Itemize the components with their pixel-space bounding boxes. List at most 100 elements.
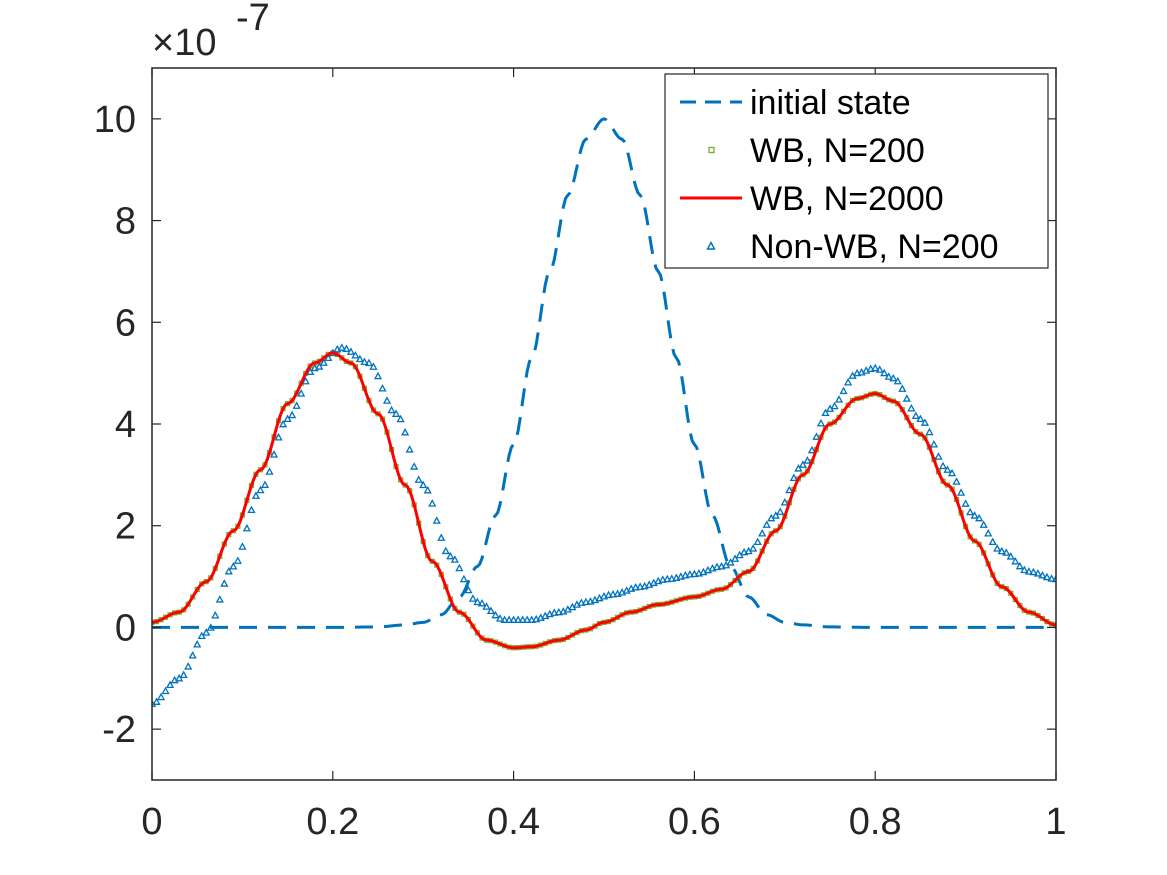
- legend: initial state WB, N=200 WB, N=2000 Non-WB, …: [664, 73, 1049, 269]
- marker-non-wb-n200: [654, 576, 663, 585]
- legend-entry: initial state: [680, 84, 911, 122]
- y-tick-label: 8: [115, 201, 136, 243]
- marker-non-wb-n200: [884, 372, 893, 380]
- marker-non-wb-n200: [382, 396, 392, 404]
- marker-non-wb-n200: [984, 528, 993, 537]
- marker-non-wb-n200: [1047, 574, 1056, 582]
- marker-non-wb-n200: [1038, 570, 1047, 579]
- marker-non-wb-n200: [401, 427, 410, 436]
- marker-non-wb-n200: [970, 511, 979, 519]
- x-tick-label: 0: [141, 801, 162, 843]
- marker-non-wb-n200: [961, 499, 970, 507]
- legend-swatch-triangle: [706, 241, 716, 250]
- x-tick-label: 0.6: [668, 801, 721, 843]
- marker-non-wb-n200: [410, 462, 419, 470]
- legend-entry: WB, N=200: [708, 132, 925, 170]
- marker-non-wb-n200: [441, 546, 450, 555]
- marker-non-wb-n200: [545, 609, 554, 618]
- marker-non-wb-n200: [297, 389, 306, 397]
- y-tick-label: 4: [115, 404, 136, 446]
- marker-non-wb-n200: [943, 465, 952, 473]
- marker-non-wb-n200: [690, 569, 699, 578]
- marker-non-wb-n200: [274, 433, 283, 441]
- marker-non-wb-n200: [414, 475, 423, 483]
- marker-non-wb-n200: [346, 347, 355, 355]
- x-tick-label: 0.8: [849, 801, 902, 843]
- marker-non-wb-n200: [902, 394, 911, 402]
- marker-non-wb-n200: [676, 572, 685, 580]
- x-tick-label: 0.2: [306, 801, 359, 843]
- marker-non-wb-n200: [423, 485, 432, 494]
- marker-non-wb-n200: [233, 556, 242, 564]
- marker-non-wb-n200: [504, 615, 514, 623]
- marker-non-wb-n200: [780, 498, 789, 506]
- legend-label: Non-WB, N=200: [750, 228, 999, 266]
- marker-non-wb-n200: [762, 520, 771, 528]
- marker-non-wb-n200: [202, 628, 211, 636]
- legend-label: WB, N=2000: [750, 180, 944, 218]
- marker-non-wb-n200: [184, 662, 193, 670]
- marker-non-wb-n200: [477, 598, 487, 607]
- series-2: [152, 351, 1056, 650]
- marker-non-wb-n200: [351, 350, 360, 359]
- marker-non-wb-n200: [473, 597, 482, 606]
- marker-non-wb-n200: [1042, 572, 1052, 581]
- marker-non-wb-n200: [920, 418, 930, 426]
- marker-non-wb-n200: [428, 499, 437, 507]
- marker-non-wb-n200: [871, 363, 880, 372]
- marker-non-wb-n200: [807, 445, 817, 454]
- marker-non-wb-n200: [387, 405, 396, 414]
- y-tick-label: 6: [115, 302, 136, 344]
- marker-non-wb-n200: [640, 581, 649, 590]
- marker-non-wb-n200: [188, 651, 197, 659]
- marker-non-wb-n200: [337, 343, 346, 351]
- marker-non-wb-n200: [482, 602, 491, 610]
- series-3: [152, 343, 1056, 707]
- marker-non-wb-n200: [229, 562, 238, 570]
- marker-non-wb-n200: [455, 563, 464, 572]
- marker-non-wb-n200: [306, 367, 315, 375]
- marker-non-wb-n200: [997, 546, 1006, 555]
- marker-non-wb-n200: [242, 523, 252, 532]
- marker-non-wb-n200: [518, 615, 527, 623]
- marker-non-wb-n200: [500, 615, 509, 623]
- marker-non-wb-n200: [193, 640, 202, 648]
- marker-non-wb-n200: [509, 615, 518, 623]
- marker-non-wb-n200: [1051, 574, 1056, 583]
- marker-non-wb-n200: [1011, 556, 1020, 565]
- marker-non-wb-n200: [636, 582, 645, 590]
- marker-non-wb-n200: [319, 358, 328, 366]
- marker-non-wb-n200: [798, 460, 807, 468]
- marker-non-wb-n200: [211, 611, 220, 619]
- marker-non-wb-n200: [527, 615, 536, 623]
- y-tick-label: 10: [94, 99, 136, 141]
- marker-non-wb-n200: [269, 450, 279, 458]
- marker-non-wb-n200: [839, 386, 848, 395]
- marker-non-wb-n200: [161, 686, 170, 695]
- marker-non-wb-n200: [694, 569, 704, 577]
- marker-non-wb-n200: [283, 414, 292, 423]
- marker-non-wb-n200: [156, 692, 166, 701]
- marker-non-wb-n200: [812, 432, 821, 440]
- marker-non-wb-n200: [586, 597, 595, 605]
- marker-non-wb-n200: [1006, 552, 1015, 560]
- y-tick-label: -2: [102, 709, 136, 751]
- marker-non-wb-n200: [179, 670, 188, 679]
- marker-non-wb-n200: [753, 537, 762, 546]
- marker-non-wb-n200: [898, 384, 907, 392]
- marker-non-wb-n200: [220, 579, 229, 587]
- legend-swatch-square: [708, 146, 715, 154]
- marker-non-wb-n200: [550, 608, 559, 616]
- marker-non-wb-n200: [853, 368, 862, 377]
- marker-non-wb-n200: [785, 485, 794, 494]
- ticks-layer: 0 0.2 0.4 0.6 0.8 1 -2 0 2 4 6 8 10: [94, 68, 1067, 843]
- series-0: [152, 117, 1056, 629]
- marker-non-wb-n200: [866, 364, 875, 372]
- marker-non-wb-n200: [288, 410, 297, 419]
- marker-non-wb-n200: [843, 378, 853, 386]
- marker-non-wb-n200: [712, 562, 722, 571]
- marker-non-wb-n200: [749, 544, 758, 552]
- marker-non-wb-n200: [794, 464, 803, 472]
- legend-entry: WB, N=2000: [680, 180, 944, 218]
- marker-non-wb-n200: [378, 384, 387, 392]
